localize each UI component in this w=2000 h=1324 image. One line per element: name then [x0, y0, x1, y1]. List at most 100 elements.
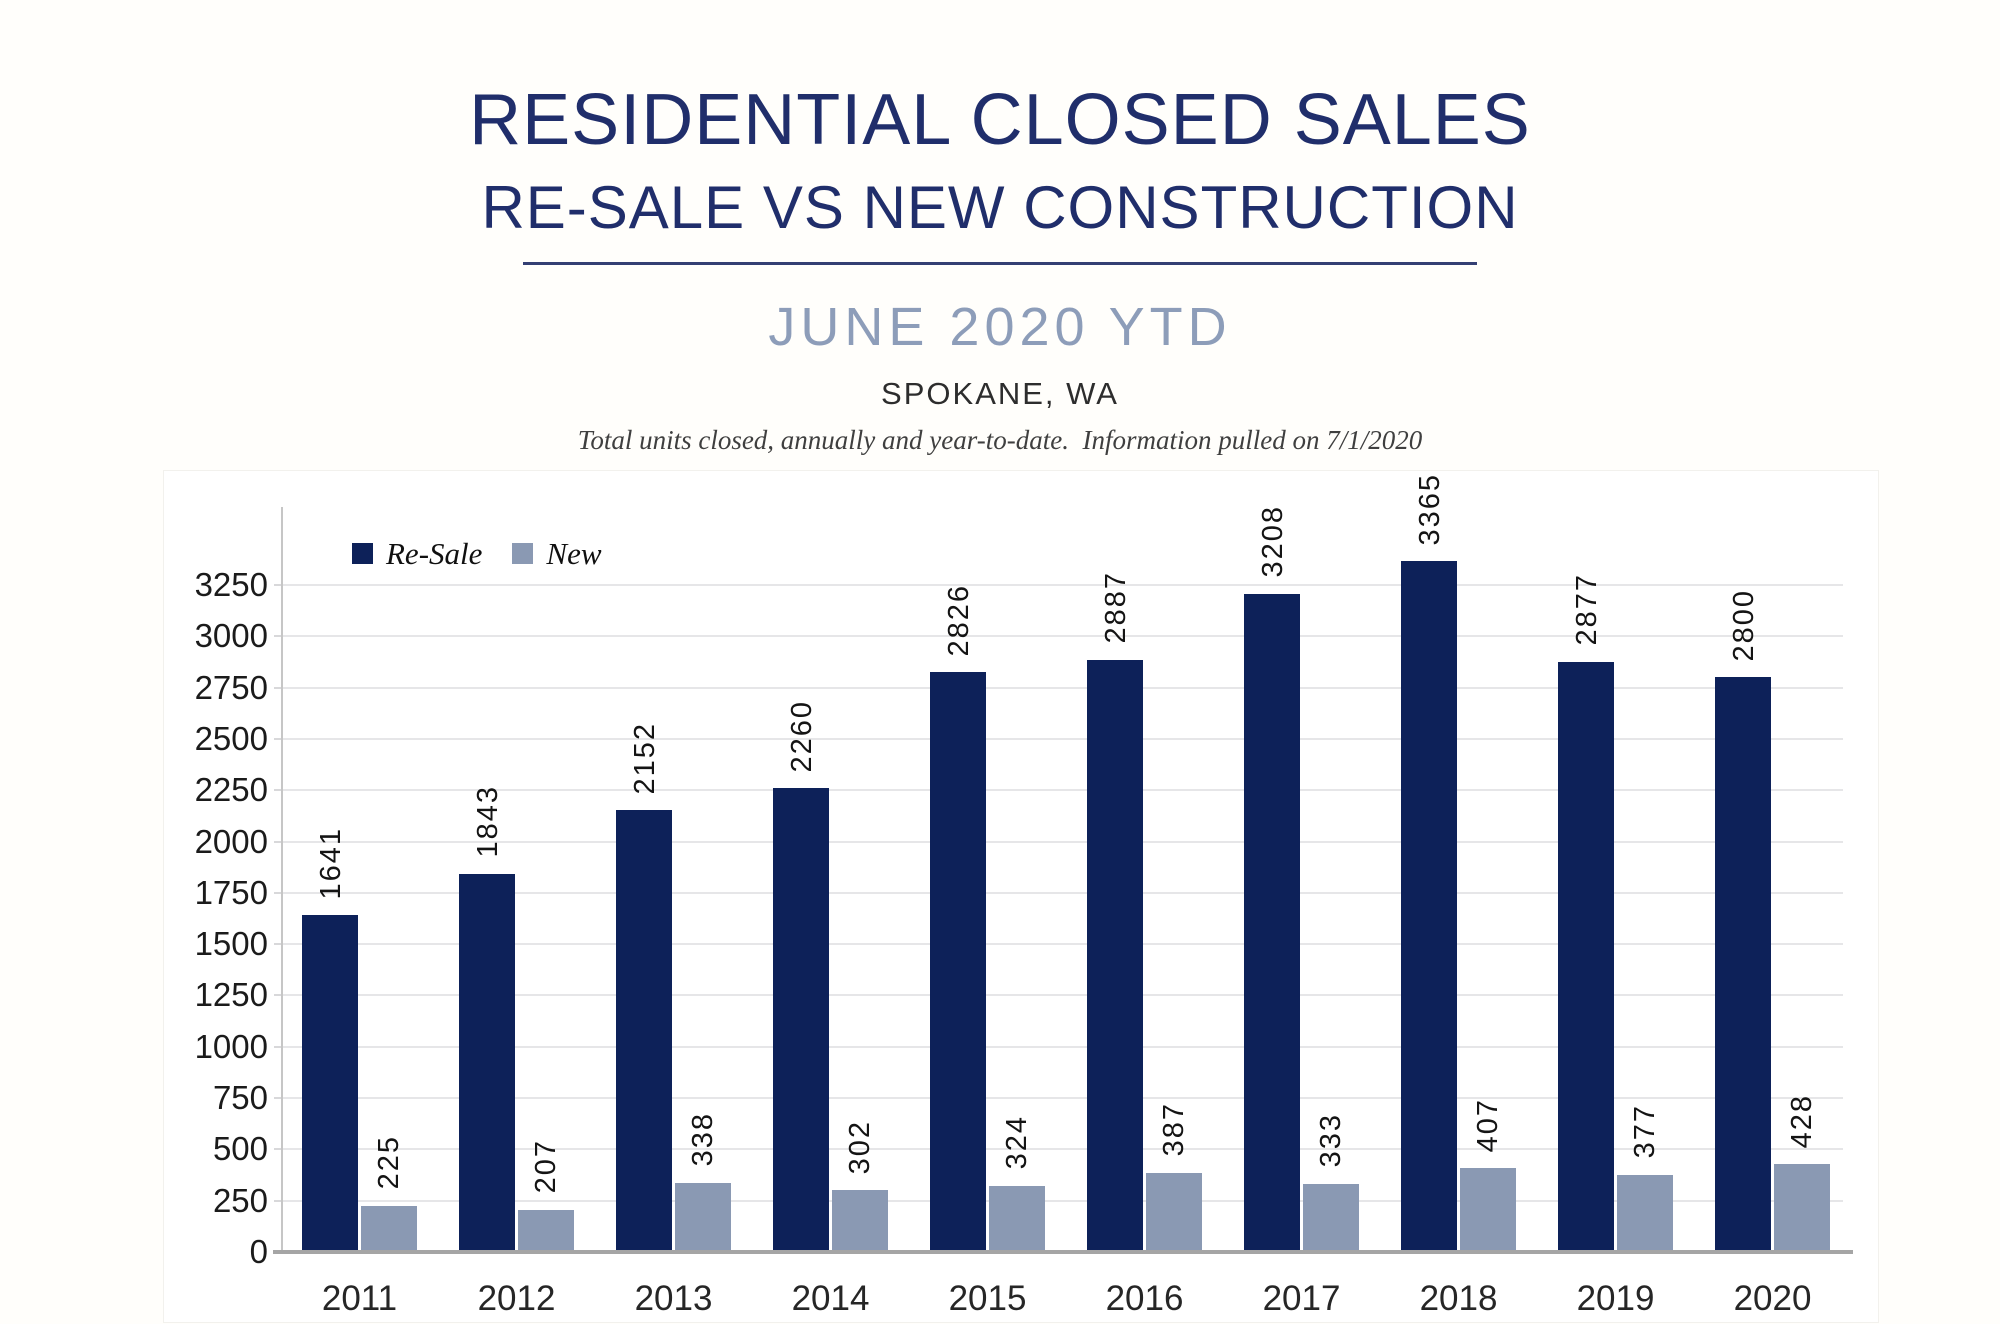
bar-new [518, 1209, 574, 1252]
bar-value-label-resale: 2826 [942, 583, 975, 657]
location-label: SPOKANE, WA [881, 376, 1119, 411]
bar-value-label-resale: 3365 [1413, 472, 1446, 546]
bar-value-label-new: 428 [1785, 1093, 1818, 1149]
y-axis-label: 750 [212, 1079, 268, 1117]
bar-resale [930, 672, 986, 1252]
gridline [283, 891, 1843, 894]
y-tick [274, 635, 283, 638]
gridline [283, 1199, 1843, 1202]
bar-resale [1558, 661, 1614, 1252]
bar-new [1303, 1183, 1359, 1252]
x-axis-label: 2015 [948, 1279, 1027, 1318]
y-axis-label: 2750 [194, 668, 268, 706]
x-axis-label: 2016 [1105, 1279, 1184, 1318]
y-axis-label: 1500 [194, 925, 268, 963]
gridline [283, 789, 1843, 792]
bar-resale [773, 788, 829, 1252]
chart-legend: Re-Sale New [352, 538, 602, 569]
x-axis-label: 2011 [321, 1279, 398, 1318]
y-axis-label: 0 [249, 1233, 268, 1270]
gridline [283, 1045, 1843, 1048]
y-tick [274, 686, 283, 689]
x-axis-label: 2019 [1576, 1279, 1655, 1318]
gridline [283, 737, 1843, 740]
x-axis-label: 2013 [634, 1279, 713, 1318]
x-axis-label: 2017 [1262, 1279, 1341, 1318]
legend-label-new: New [546, 536, 602, 571]
y-tick [274, 891, 283, 894]
bar-resale [302, 915, 358, 1252]
bar-value-label-new: 324 [1000, 1115, 1033, 1170]
y-axis-label: 3250 [194, 566, 268, 603]
bar-value-label-new: 333 [1314, 1113, 1347, 1168]
bar-new [1617, 1174, 1673, 1252]
bar-value-label-new: 377 [1628, 1104, 1661, 1159]
gridline [283, 943, 1843, 946]
bar-value-label-new: 225 [372, 1135, 405, 1190]
legend-swatch-resale-icon [352, 543, 373, 564]
gridline [283, 994, 1843, 997]
bar-value-label-resale: 2260 [785, 699, 818, 773]
y-tick [274, 584, 283, 586]
y-tick [274, 1097, 283, 1100]
bar-value-label-new: 387 [1157, 1102, 1190, 1157]
gridline [283, 1097, 1843, 1100]
y-tick [274, 737, 283, 740]
bar-value-label-new: 407 [1471, 1098, 1504, 1153]
y-axis-label: 2000 [194, 822, 268, 860]
bar-value-label-resale: 2887 [1099, 570, 1132, 644]
bar-new [1146, 1172, 1202, 1252]
bar-value-label-new: 207 [529, 1139, 562, 1194]
title-divider [523, 262, 1477, 265]
gridline [283, 840, 1843, 843]
bar-resale [459, 873, 515, 1252]
bar-new [1460, 1168, 1516, 1252]
legend-item-resale: Re-Sale [352, 538, 482, 569]
x-axis-label: 2014 [791, 1279, 870, 1318]
y-axis-label: 2500 [194, 719, 268, 757]
gridline [283, 1148, 1843, 1151]
bar-value-label-resale: 3208 [1256, 505, 1289, 578]
y-axis-label: 3000 [194, 617, 268, 655]
x-axis-label: 2012 [477, 1279, 556, 1318]
bar-value-label-resale: 2877 [1570, 573, 1603, 646]
y-tick [274, 994, 283, 997]
y-tick [274, 1045, 283, 1048]
legend-swatch-new-icon [512, 543, 534, 564]
y-tick [274, 943, 283, 946]
bar-new [361, 1205, 417, 1252]
bar-value-label-new: 338 [686, 1112, 719, 1167]
chart-title-line1: RESIDENTIAL CLOSED SALES [469, 80, 1531, 160]
legend-item-new: New [512, 536, 602, 571]
y-axis-label: 1750 [194, 873, 268, 911]
gridline [283, 635, 1843, 638]
bar-resale [1244, 593, 1300, 1252]
bar-new [832, 1190, 888, 1252]
bar-new [675, 1182, 731, 1252]
bar-value-label-new: 302 [843, 1119, 876, 1175]
y-axis-label: 500 [212, 1130, 268, 1168]
bar-new [989, 1185, 1045, 1252]
bar-resale [1087, 659, 1143, 1252]
y-axis-label: 250 [212, 1181, 268, 1219]
x-axis-label: 2018 [1419, 1279, 1498, 1318]
y-tick [274, 1199, 283, 1202]
y-axis-label: 2250 [194, 771, 268, 809]
y-axis-label: 1250 [194, 976, 268, 1014]
source-note: Total units closed, annually and year-to… [577, 425, 1423, 455]
bar-value-label-resale: 2152 [628, 721, 661, 795]
gridline [283, 686, 1843, 689]
legend-label-resale: Re-Sale [386, 536, 483, 571]
y-tick [274, 840, 283, 843]
bar-resale [1715, 677, 1771, 1252]
bar-new [1774, 1164, 1830, 1252]
y-tick [274, 789, 283, 792]
chart-title-line2: RE-SALE VS NEW CONSTRUCTION [481, 174, 1519, 241]
bar-value-label-resale: 1843 [471, 785, 504, 858]
bar-chart-plot: 0 250 500 750 1000 1250 1500 1750 2000 2250 2500 27… [195, 473, 1853, 1318]
period-label: JUNE 2020 YTD [768, 297, 1232, 357]
gridline [283, 584, 1843, 586]
bar-value-label-resale: 2800 [1727, 588, 1760, 662]
bar-resale [616, 810, 672, 1252]
